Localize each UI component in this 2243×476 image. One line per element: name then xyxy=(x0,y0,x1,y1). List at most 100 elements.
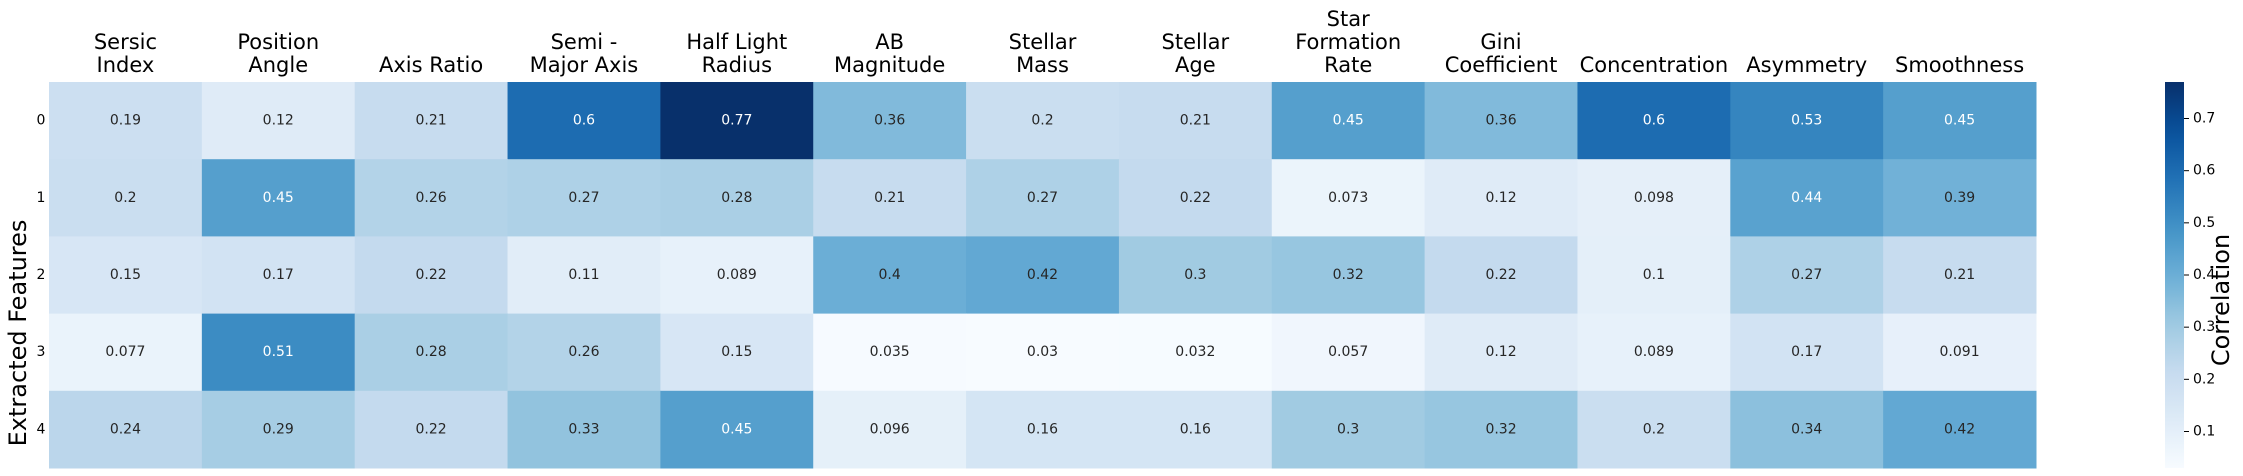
cell-value-label: 0.073 xyxy=(1328,190,1368,206)
cell-value-label: 0.3 xyxy=(1184,267,1206,283)
heatmap-cell xyxy=(507,390,661,469)
column-label: Asymmetry xyxy=(1746,53,1867,77)
column-label: Stellar Age xyxy=(1162,30,1230,77)
heatmap-cell xyxy=(49,390,203,469)
cell-value-label: 0.17 xyxy=(1791,344,1822,360)
heatmap-cell xyxy=(201,390,356,469)
cell-value-label: 0.21 xyxy=(1180,113,1211,129)
cell-value-label: 0.22 xyxy=(1180,190,1211,206)
cell-value-label: 0.035 xyxy=(870,344,910,360)
cell-value-label: 0.32 xyxy=(1333,267,1364,283)
cell-value-label: 0.27 xyxy=(1027,190,1058,206)
heatmap-cell xyxy=(1577,82,1731,160)
column-label-line: Coefficient xyxy=(1445,53,1558,77)
heatmap-cell xyxy=(1730,82,1884,160)
cell-value-label: 0.34 xyxy=(1791,421,1822,437)
heatmap-cell xyxy=(660,82,814,160)
heatmap-cell xyxy=(1730,159,1884,237)
heatmap-cell xyxy=(660,390,814,469)
column-label-line: Stellar xyxy=(1162,30,1230,54)
column-label-line: Stellar xyxy=(1009,30,1077,54)
heatmap-cell xyxy=(1424,236,1578,315)
cell-value-label: 0.24 xyxy=(110,421,141,437)
column-label-line: Semi - xyxy=(551,30,618,54)
column-label: Smoothness xyxy=(1895,53,2024,77)
cell-value-label: 0.12 xyxy=(1485,344,1516,360)
heatmap-cells xyxy=(49,82,2037,469)
heatmap-cell xyxy=(813,82,967,160)
cell-value-label: 0.6 xyxy=(1643,113,1665,129)
row-label: 3 xyxy=(37,344,46,360)
cell-value-label: 0.22 xyxy=(416,421,447,437)
cell-value-label: 0.44 xyxy=(1791,190,1822,206)
heatmap-cell xyxy=(966,82,1120,160)
column-label-line: Position xyxy=(237,30,319,54)
heatmap-cell xyxy=(1577,313,1731,392)
column-label: Sersic Index xyxy=(94,30,157,77)
column-label-line: Radius xyxy=(702,53,772,77)
colorbar-tick-label: 0.6 xyxy=(2193,163,2215,179)
cell-value-label: 0.26 xyxy=(416,190,447,206)
heatmap-cell xyxy=(507,82,661,160)
column-label-line: Mass xyxy=(1016,53,1069,77)
cell-value-label: 0.03 xyxy=(1027,344,1058,360)
column-label-line: Sersic xyxy=(94,30,157,54)
cell-value-label: 0.28 xyxy=(416,344,447,360)
column-label: Position Angle xyxy=(237,30,319,77)
colorbar-tick-label: 0.7 xyxy=(2193,111,2215,127)
cell-value-label: 0.39 xyxy=(1944,190,1975,206)
cell-value-label: 0.17 xyxy=(263,267,294,283)
cell-value-label: 0.2 xyxy=(1643,421,1665,437)
column-label-line: Asymmetry xyxy=(1746,53,1867,77)
cell-value-label: 0.21 xyxy=(1944,267,1975,283)
column-label-line: AB xyxy=(875,30,904,54)
heatmap-cell xyxy=(1424,313,1578,392)
heatmap-cell xyxy=(1271,313,1426,392)
heatmap-cell xyxy=(966,390,1120,469)
row-labels: 0 1 2 3 4 xyxy=(37,113,46,438)
cell-value-label: 0.15 xyxy=(721,344,752,360)
column-label-line: Gini xyxy=(1480,30,1521,54)
row-label: 1 xyxy=(37,190,46,206)
heatmap-cell xyxy=(1577,236,1731,315)
column-label-line: Star xyxy=(1327,7,1370,31)
cell-value-label: 0.33 xyxy=(568,421,599,437)
heatmap-cell xyxy=(1271,236,1426,315)
colorbar-tick-label: 0.2 xyxy=(2193,371,2215,387)
heatmap-cell xyxy=(813,390,967,469)
cell-value-label: 0.19 xyxy=(110,113,141,129)
heatmap-cell xyxy=(354,390,509,469)
column-label: Stellar Mass xyxy=(1009,30,1077,77)
cell-value-label: 0.53 xyxy=(1791,113,1822,129)
colorbar-tick-label: 0.3 xyxy=(2193,319,2215,335)
heatmap-cell xyxy=(1118,390,1273,469)
heatmap-cell xyxy=(354,313,509,392)
column-label-line: Age xyxy=(1175,53,1216,77)
heatmap-cell xyxy=(1118,313,1273,392)
colorbar-tick-label: 0.5 xyxy=(2193,215,2215,231)
cell-value-label: 0.091 xyxy=(1940,344,1980,360)
column-label: Axis Ratio xyxy=(379,53,483,77)
heatmap-cell xyxy=(201,159,356,237)
column-label-line: Axis Ratio xyxy=(379,53,483,77)
column-label-line: Magnitude xyxy=(834,53,945,77)
cell-value-label: 0.27 xyxy=(1791,267,1822,283)
colorbar-ticks: 0.1 0.2 0.3 0.4 0.5 0.6 0.7 xyxy=(2184,111,2215,439)
cell-value-label: 0.42 xyxy=(1944,421,1975,437)
cell-value-label: 0.16 xyxy=(1180,421,1211,437)
heatmap-cell xyxy=(660,159,814,237)
column-label-line: Angle xyxy=(248,53,308,77)
heatmap-cell xyxy=(354,159,509,237)
cell-value-label: 0.28 xyxy=(721,190,752,206)
cell-value-label: 0.16 xyxy=(1027,421,1058,437)
heatmap-cell xyxy=(813,313,967,392)
heatmap-cell xyxy=(49,82,203,160)
heatmap-cell xyxy=(354,82,509,160)
colorbar-tick-label: 0.4 xyxy=(2193,267,2215,283)
heatmap-cell xyxy=(1577,159,1731,237)
row-label: 4 xyxy=(37,421,46,437)
cell-value-label: 0.089 xyxy=(717,267,757,283)
heatmap-cell xyxy=(966,236,1120,315)
cell-value-label: 0.45 xyxy=(263,190,294,206)
